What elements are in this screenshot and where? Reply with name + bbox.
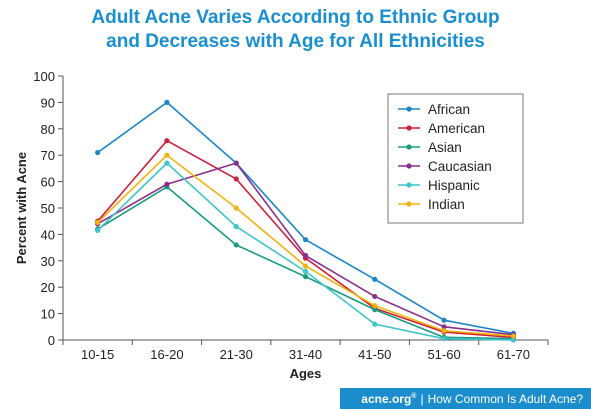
legend-marker-hispanic <box>406 182 412 188</box>
footer-separator: | <box>420 391 424 406</box>
x-tick-label: 61-70 <box>497 347 530 362</box>
footer-caption: How Common Is Adult Acne? <box>427 391 583 406</box>
data-point-african <box>302 237 309 243</box>
data-point-hispanic <box>302 268 309 274</box>
y-tick-label: 60 <box>41 175 55 190</box>
legend-marker-american <box>406 125 412 131</box>
x-axis-label: Ages <box>290 366 322 381</box>
x-axis-ticks: 10-15 16-20 21-30 31-40 41-50 51-60 61-70 <box>62 340 549 362</box>
chart-title-line-1: Adult Acne Varies According to Ethnic Gr… <box>91 7 500 28</box>
y-tick-label: 20 <box>41 280 55 295</box>
data-point-indian <box>510 333 516 339</box>
x-tick-label: 31-40 <box>289 347 322 362</box>
x-tick-label: 51-60 <box>427 347 460 362</box>
data-point-asian <box>302 274 309 280</box>
chart-title: Adult Acne Varies According to Ethnic Gr… <box>0 6 591 54</box>
y-tick-label: 100 <box>33 69 55 84</box>
data-point-caucasian <box>302 252 309 259</box>
data-point-hispanic <box>95 227 101 234</box>
legend: African American Asian Caucasian Hispanic Ind… <box>387 93 524 224</box>
data-point-african <box>441 317 447 323</box>
data-point-african <box>164 99 170 105</box>
legend-box <box>387 93 524 224</box>
y-tick-label: 80 <box>41 122 55 137</box>
legend-label-asian: Asian <box>428 140 462 155</box>
data-point-caucasian <box>164 181 170 187</box>
data-point-african <box>372 276 378 282</box>
footer-brand-mark: ® <box>411 392 417 400</box>
y-axis-ticks: 0 10 20 30 40 50 60 70 80 90 100 <box>33 69 63 348</box>
footer-bar: acne.org® | How Common Is Adult Acne? <box>340 388 591 409</box>
data-point-hispanic <box>441 336 447 342</box>
series-hispanic <box>95 160 516 343</box>
series-lines <box>95 99 516 343</box>
data-point-indian <box>233 205 239 211</box>
y-tick-label: 50 <box>41 201 55 216</box>
data-point-hispanic <box>164 160 170 166</box>
data-point-indian <box>95 219 101 226</box>
data-point-hispanic <box>510 337 516 343</box>
footer-brand-name: acne.org <box>361 391 412 406</box>
data-point-indian <box>302 263 309 269</box>
legend-marker-indian <box>406 201 412 207</box>
y-tick-label: 30 <box>41 254 55 269</box>
legend-label-american: American <box>428 121 485 136</box>
data-point-american <box>233 176 239 182</box>
data-point-asian <box>233 242 239 248</box>
chart-title-line-2: and Decreases with Age for All Ethniciti… <box>106 31 485 52</box>
series-indian <box>95 152 516 339</box>
data-point-hispanic <box>233 223 239 230</box>
data-point-caucasian <box>372 293 378 300</box>
y-tick-label: 90 <box>41 95 55 110</box>
y-tick-label: 10 <box>41 307 55 322</box>
data-point-hispanic <box>372 321 378 327</box>
x-tick-label: 41-50 <box>358 347 391 362</box>
y-tick-label: 40 <box>41 227 55 242</box>
data-point-indian <box>441 328 447 334</box>
legend-label-african: African <box>428 102 470 117</box>
data-point-caucasian <box>233 160 239 166</box>
legend-marker-caucasian <box>406 163 412 169</box>
legend-label-hispanic: Hispanic <box>428 178 480 193</box>
x-tick-label: 10-15 <box>81 347 114 362</box>
x-tick-label: 16-20 <box>150 347 183 362</box>
data-point-african <box>95 149 101 156</box>
data-point-asian <box>372 307 378 313</box>
legend-marker-asian <box>406 144 412 150</box>
data-point-american <box>164 138 170 144</box>
legend-marker-african <box>406 106 412 112</box>
data-point-indian <box>164 152 170 158</box>
y-tick-label: 70 <box>41 148 55 163</box>
y-axis-label: Percent with Acne <box>14 152 29 264</box>
data-point-caucasian <box>441 324 447 330</box>
legend-label-indian: Indian <box>428 197 465 212</box>
data-point-indian <box>372 303 378 309</box>
legend-label-caucasian: Caucasian <box>428 159 492 174</box>
y-tick-label: 0 <box>48 333 55 348</box>
footer-brand: acne.org® <box>361 392 416 406</box>
x-tick-label: 21-30 <box>220 347 253 362</box>
